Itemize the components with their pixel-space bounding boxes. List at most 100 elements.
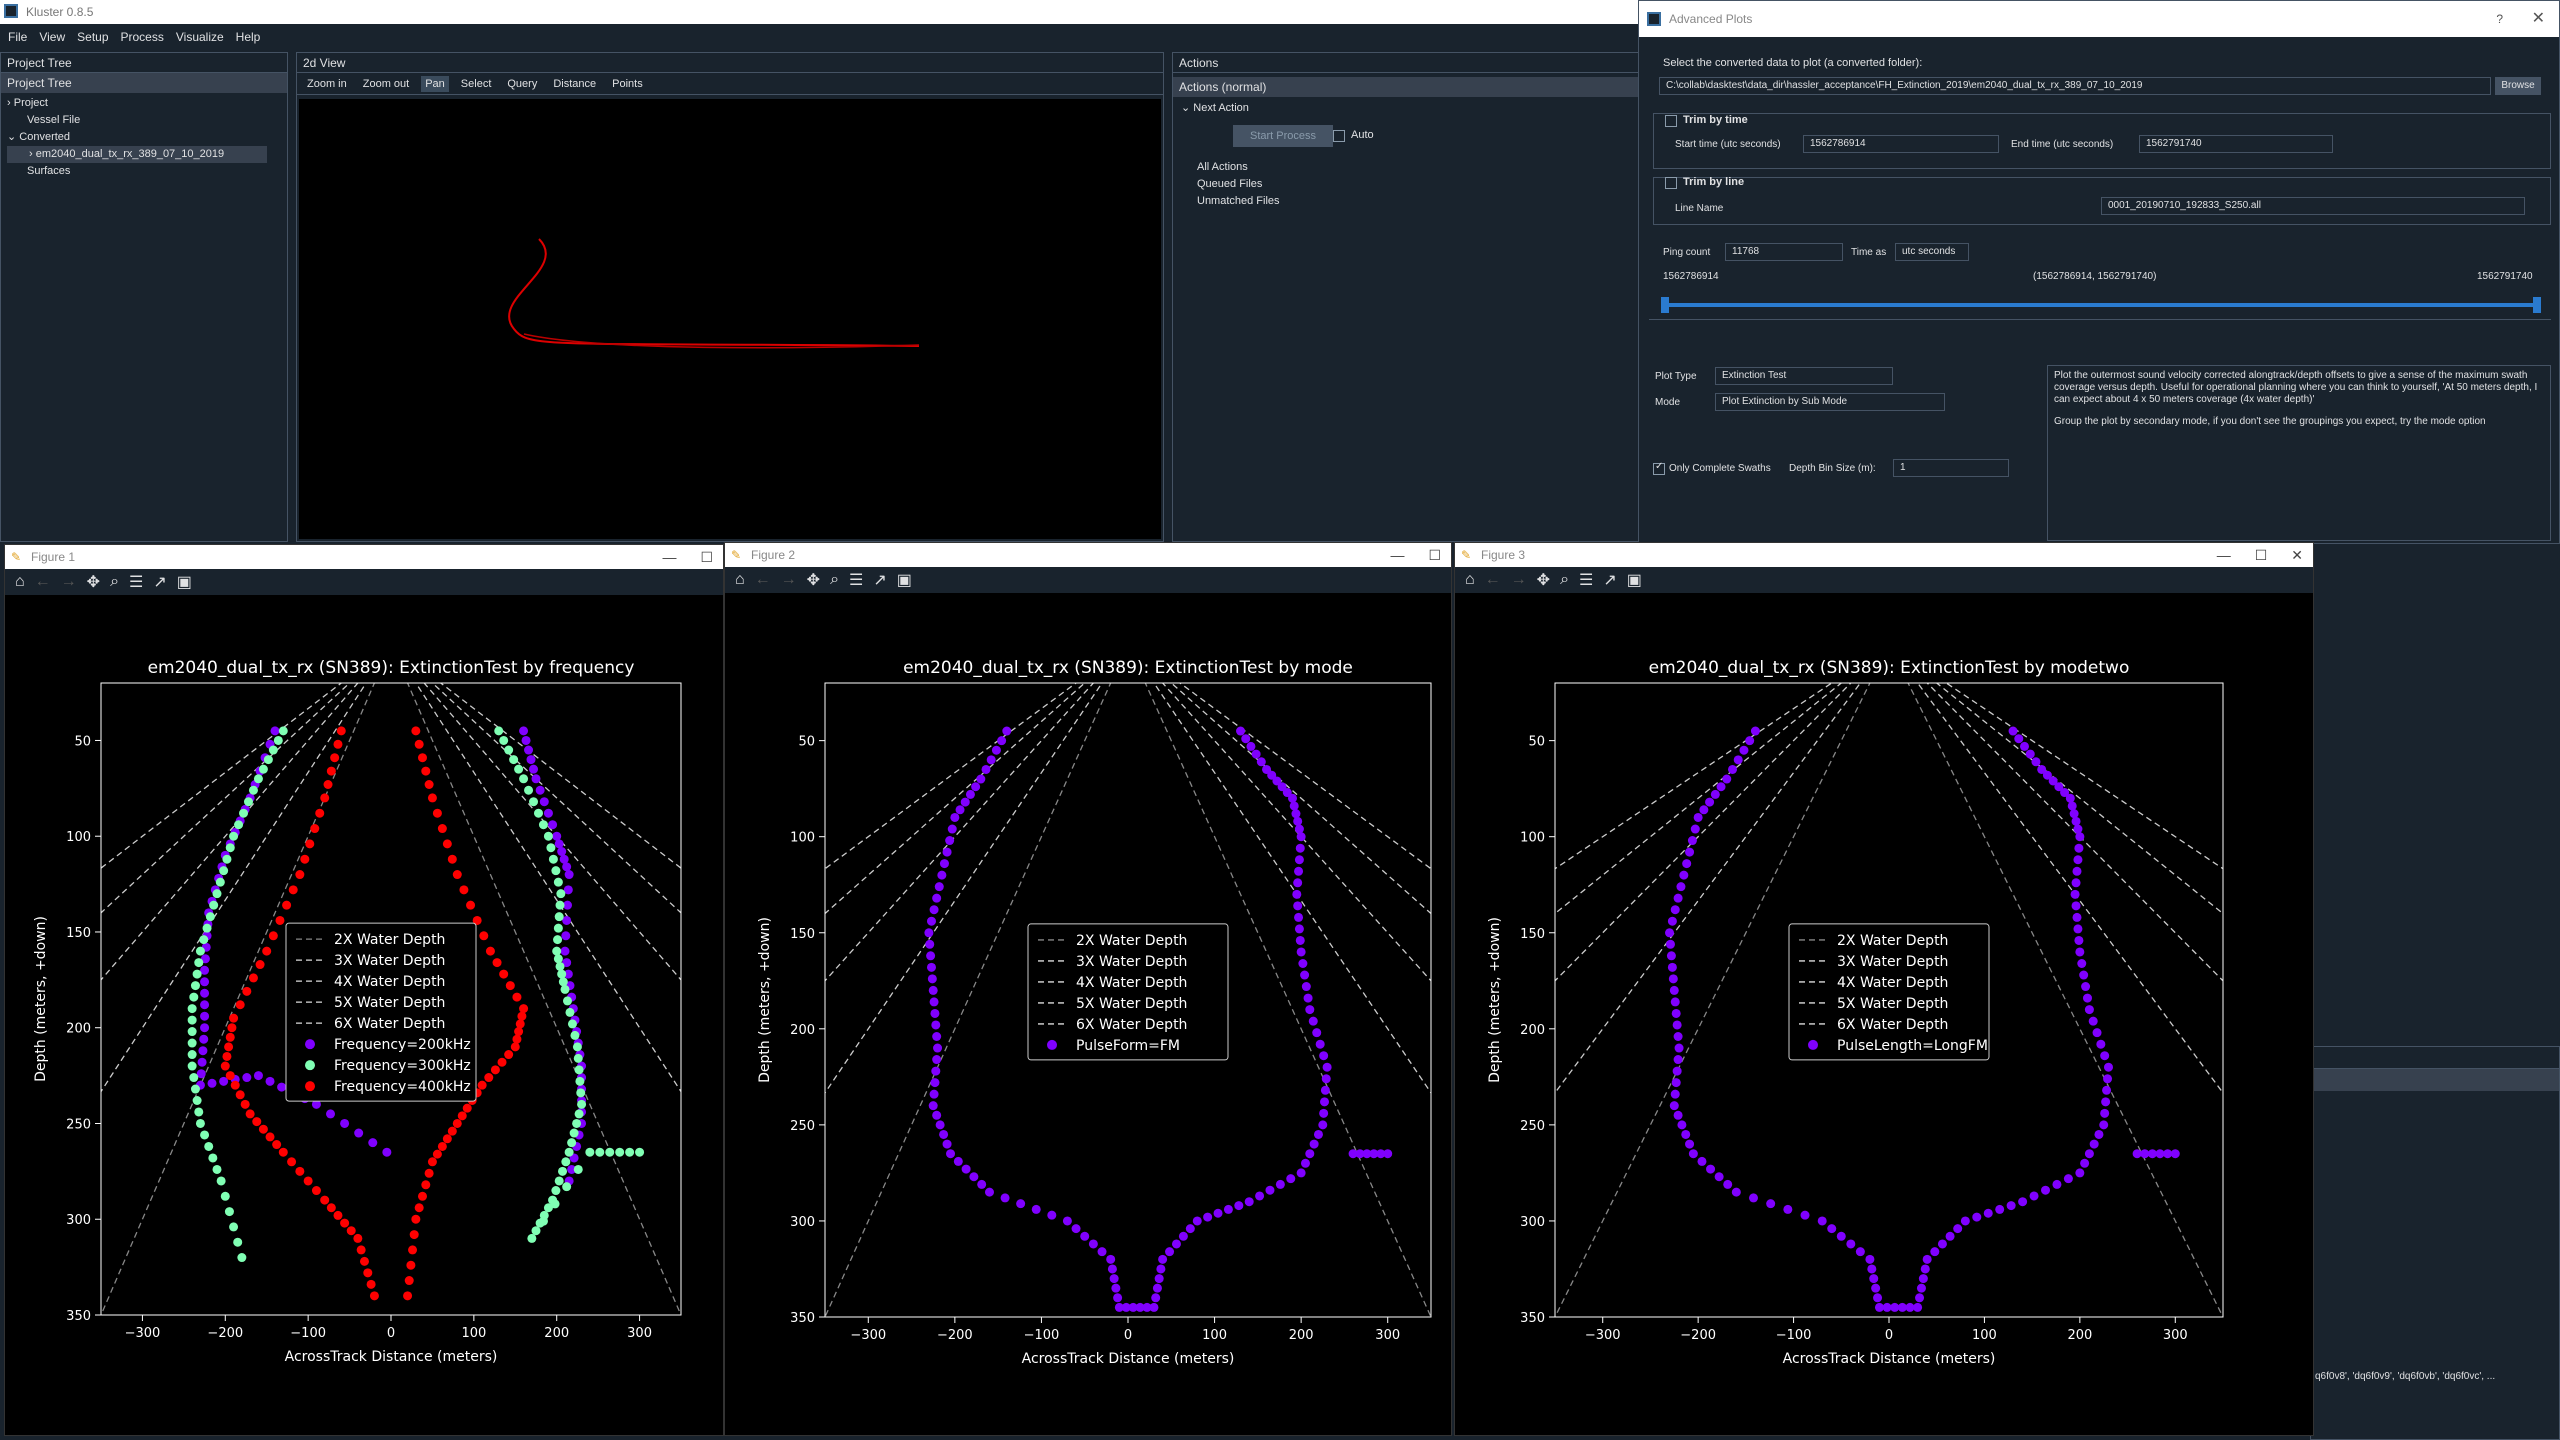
close-icon[interactable]: ✕ xyxy=(2531,10,2545,27)
menu-setup[interactable]: Setup xyxy=(77,30,109,44)
mode-select[interactable]: Plot Extinction by Sub Mode xyxy=(1715,393,1945,411)
subplots-icon[interactable]: ☰ xyxy=(129,574,144,591)
minimize-icon[interactable]: — xyxy=(2216,547,2231,563)
end-time-input[interactable]: 1562791740 xyxy=(2139,135,2333,153)
minimize-icon[interactable]: — xyxy=(1390,547,1405,563)
tree-item-converted-folder[interactable]: › em2040_dual_tx_rx_389_07_10_2019 xyxy=(7,146,267,163)
tree-item-vessel-file[interactable]: Vessel File xyxy=(27,114,81,126)
tool-zoom-in[interactable]: Zoom in xyxy=(307,77,347,90)
start-process-button[interactable]: Start Process xyxy=(1233,125,1333,147)
matplotlib-icon: ✎ xyxy=(731,548,742,562)
data-point xyxy=(235,1000,245,1010)
home-icon[interactable]: ⌂ xyxy=(15,573,25,590)
data-path-input[interactable]: C:\collab\dasktest\data_dir\hassler_acce… xyxy=(1659,77,2491,95)
data-point xyxy=(233,1237,243,1247)
figure-3-toolbar: ⌂ ← → ✥ ⌕ ☰ ↗ ▣ xyxy=(1455,567,2313,593)
back-icon[interactable]: ← xyxy=(1484,571,1501,588)
zoom-icon[interactable]: ⌕ xyxy=(1560,571,1570,588)
save-icon[interactable]: ▣ xyxy=(896,572,912,589)
all-actions-item[interactable]: All Actions xyxy=(1197,161,1248,173)
unmatched-files-item[interactable]: Unmatched Files xyxy=(1197,195,1280,207)
legend-entry: Frequency=400kHz xyxy=(334,1079,471,1095)
zoom-icon[interactable]: ⌕ xyxy=(830,571,840,588)
slider-handle-max[interactable] xyxy=(2533,297,2541,313)
data-point xyxy=(1031,1204,1041,1214)
tool-query[interactable]: Query xyxy=(507,77,538,90)
maximize-icon[interactable]: ☐ xyxy=(1428,547,1441,563)
zoom-icon[interactable]: ⌕ xyxy=(110,573,120,590)
tree-item-project[interactable]: › Project xyxy=(7,97,48,109)
queued-files-item[interactable]: Queued Files xyxy=(1197,178,1263,190)
edit-axes-icon[interactable]: ↗ xyxy=(153,574,167,591)
menu-view[interactable]: View xyxy=(39,30,66,44)
trim-line-checkbox[interactable] xyxy=(1665,177,1677,189)
tree-item-surfaces[interactable]: Surfaces xyxy=(27,165,71,177)
browse-button[interactable]: Browse xyxy=(2495,77,2541,95)
forward-icon[interactable]: → xyxy=(780,571,797,588)
tool-select[interactable]: Select xyxy=(460,77,492,90)
figure-1-chart[interactable]: em2040_dual_tx_rx (SN389): ExtinctionTes… xyxy=(5,595,725,1435)
ping-count-input[interactable]: 11768 xyxy=(1725,243,1843,261)
edit-axes-icon[interactable]: ↗ xyxy=(873,572,887,589)
slider-handle-min[interactable] xyxy=(1661,297,1669,313)
figure-3-chart[interactable]: em2040_dual_tx_rx (SN389): ExtinctionTes… xyxy=(1455,593,2315,1435)
line-name-select[interactable]: 0001_20190710_192833_S250.all xyxy=(2101,197,2525,215)
pan-icon[interactable]: ✥ xyxy=(806,572,821,589)
next-action-item[interactable]: ⌄ Next Action xyxy=(1181,102,1249,114)
bin-size-input[interactable]: 1 xyxy=(1893,459,2009,477)
data-point xyxy=(567,1019,577,1029)
menu-help[interactable]: Help xyxy=(235,30,261,44)
data-point xyxy=(555,961,565,971)
plot-type-select[interactable]: Extinction Test xyxy=(1715,367,1893,385)
menu-file[interactable]: File xyxy=(8,30,28,44)
data-point xyxy=(1817,1216,1827,1226)
tool-zoom-out[interactable]: Zoom out xyxy=(362,77,410,90)
data-point xyxy=(1294,866,1304,876)
data-point xyxy=(1156,1264,1166,1274)
maximize-icon[interactable]: ☐ xyxy=(700,549,713,565)
forward-icon[interactable]: → xyxy=(1510,571,1527,588)
subplots-icon[interactable]: ☰ xyxy=(1579,572,1594,589)
trim-time-checkbox[interactable] xyxy=(1665,115,1677,127)
maximize-icon[interactable]: ☐ xyxy=(2254,547,2268,563)
back-icon[interactable]: ← xyxy=(754,571,771,588)
start-time-input[interactable]: 1562786914 xyxy=(1803,135,1999,153)
save-icon[interactable]: ▣ xyxy=(176,574,192,591)
help-icon[interactable]: ? xyxy=(2496,12,2503,26)
tool-pan[interactable]: Pan xyxy=(421,75,449,92)
data-point xyxy=(950,812,960,822)
legend-swatch xyxy=(305,1060,315,1071)
menu-visualize[interactable]: Visualize xyxy=(175,30,224,44)
tool-points[interactable]: Points xyxy=(612,77,643,90)
menu-process[interactable]: Process xyxy=(120,30,164,44)
data-point xyxy=(2100,1108,2110,1118)
complete-swaths-checkbox[interactable]: ✓ xyxy=(1653,461,1665,475)
close-icon[interactable]: ✕ xyxy=(2291,547,2303,563)
time-range-slider[interactable] xyxy=(1663,303,2539,307)
data-point xyxy=(1080,1231,1090,1241)
data-point xyxy=(925,939,935,949)
data-point xyxy=(1679,870,1689,880)
save-icon[interactable]: ▣ xyxy=(1626,572,1642,589)
forward-icon[interactable]: → xyxy=(60,573,77,590)
data-point xyxy=(928,1101,938,1111)
auto-checkbox[interactable] xyxy=(1333,130,1345,142)
pan-icon[interactable]: ✥ xyxy=(1536,572,1551,589)
home-icon[interactable]: ⌂ xyxy=(735,571,745,588)
data-point xyxy=(1722,774,1732,784)
pan-icon[interactable]: ✥ xyxy=(86,574,101,591)
minimize-icon[interactable]: — xyxy=(662,549,677,565)
tool-distance[interactable]: Distance xyxy=(553,77,597,90)
time-as-select[interactable]: utc seconds xyxy=(1895,243,1969,261)
home-icon[interactable]: ⌂ xyxy=(1465,571,1475,588)
back-icon[interactable]: ← xyxy=(34,573,51,590)
tree-item-converted[interactable]: ⌄ Converted xyxy=(7,131,71,143)
legend: 2X Water Depth 3X Water Depth 4X Water Dep… xyxy=(1027,923,1229,1061)
data-point xyxy=(2071,901,2081,911)
data-point xyxy=(262,946,272,956)
data-point xyxy=(1106,1254,1116,1264)
edit-axes-icon[interactable]: ↗ xyxy=(1603,572,1617,589)
map-canvas[interactable] xyxy=(299,99,1161,539)
figure-2-chart[interactable]: em2040_dual_tx_rx (SN389): ExtinctionTes… xyxy=(725,593,1453,1435)
subplots-icon[interactable]: ☰ xyxy=(849,572,864,589)
